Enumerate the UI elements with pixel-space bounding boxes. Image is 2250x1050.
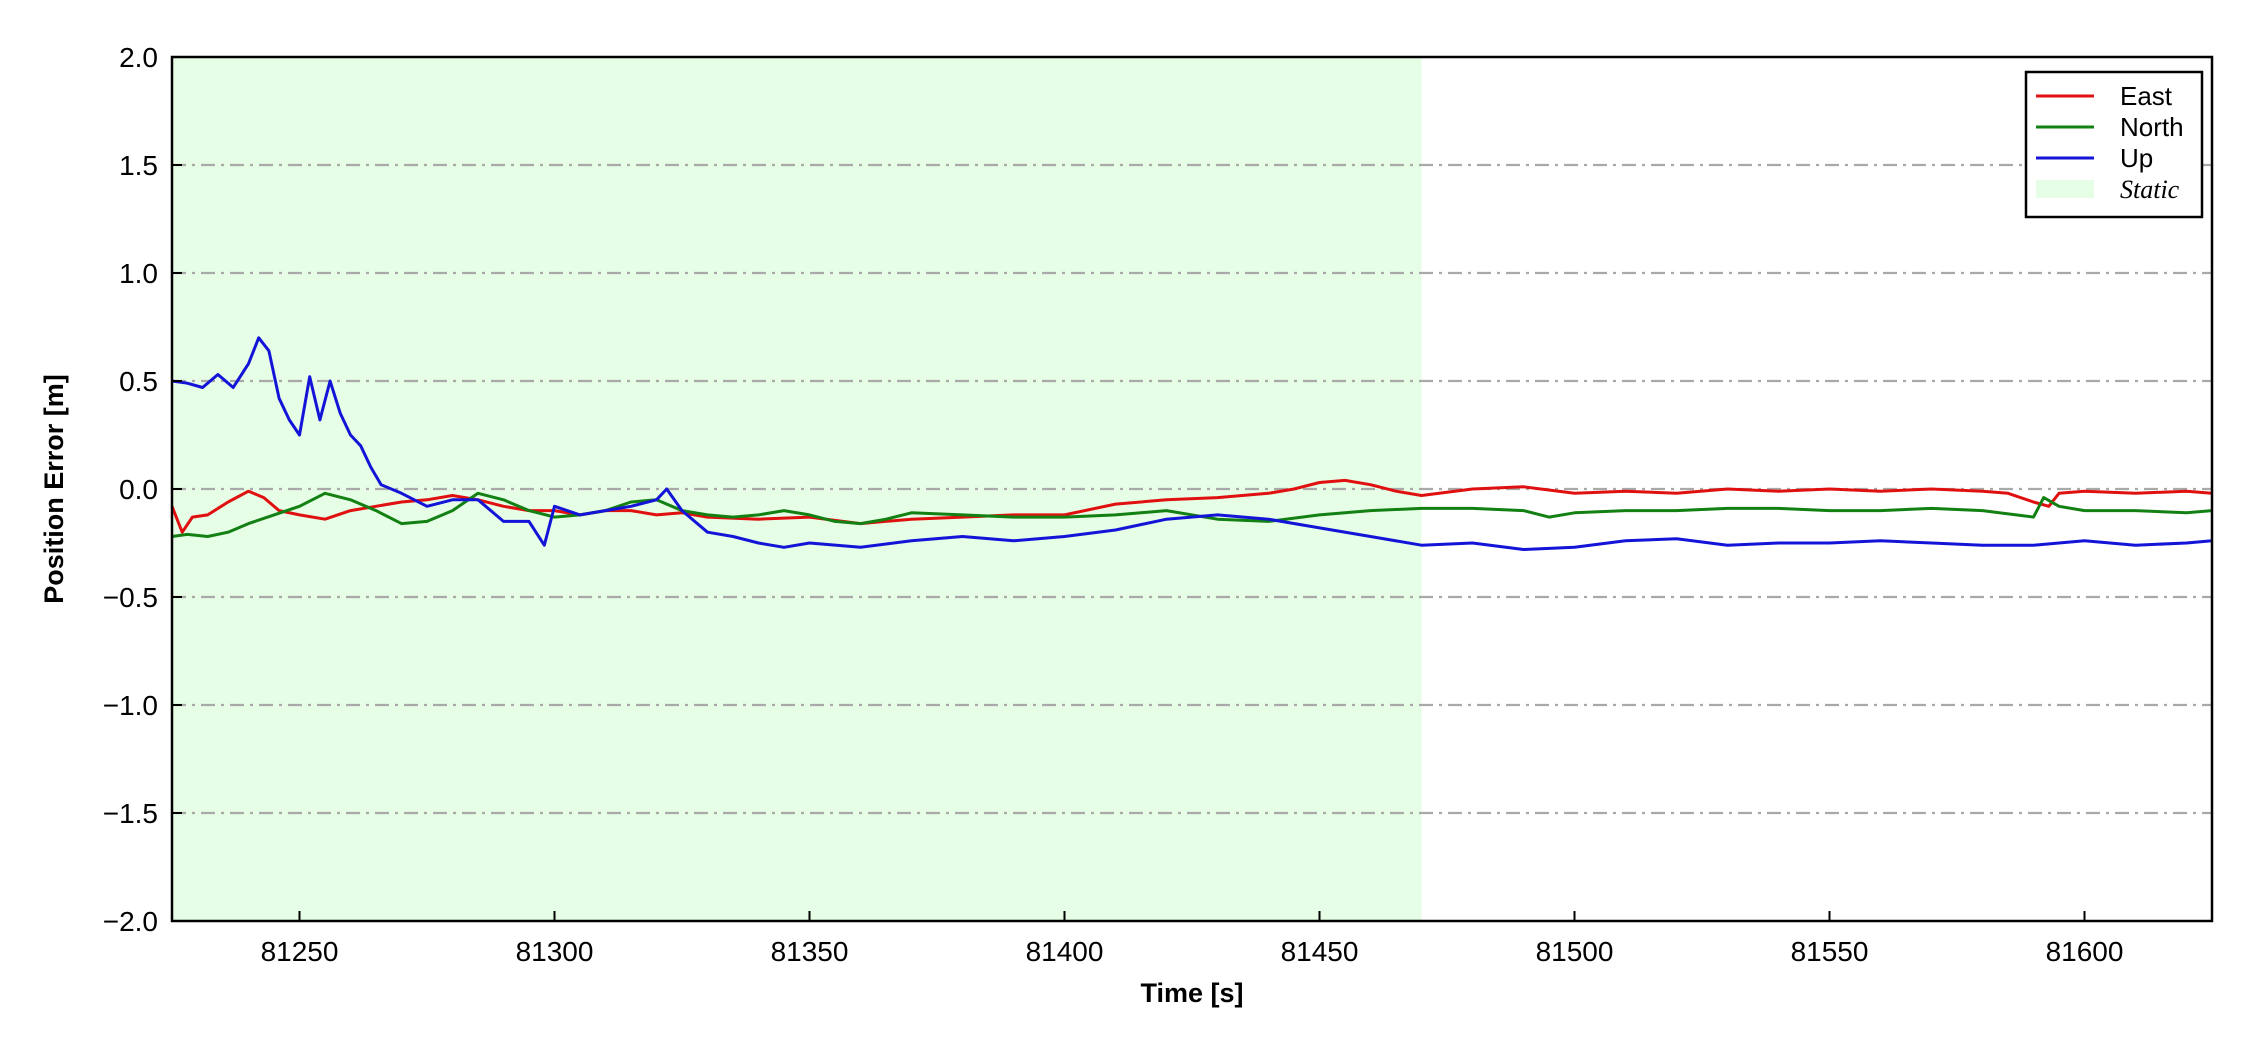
x-tick-label: 81250 bbox=[261, 936, 339, 967]
x-tick-label: 81400 bbox=[1026, 936, 1104, 967]
x-tick-label: 81600 bbox=[2046, 936, 2124, 967]
y-tick-label: 1.5 bbox=[119, 150, 158, 181]
y-tick-label: 0.5 bbox=[119, 366, 158, 397]
series-line-up bbox=[171, 336, 2213, 551]
y-tick-label: −0.5 bbox=[103, 582, 158, 613]
y-tick-label: 1.0 bbox=[119, 258, 158, 289]
y-tick-label: −1.5 bbox=[103, 798, 158, 829]
y-tick-label: −1.0 bbox=[103, 690, 158, 721]
legend-label-east: East bbox=[2120, 81, 2173, 111]
x-tick-label: 81450 bbox=[1281, 936, 1359, 967]
legend-label-north: North bbox=[2120, 112, 2184, 142]
legend-static-swatch bbox=[2036, 180, 2094, 198]
y-tick-label: 0.0 bbox=[119, 474, 158, 505]
y-tick-label: −2.0 bbox=[103, 906, 158, 937]
y-tick-label: 2.0 bbox=[119, 42, 158, 73]
x-axis-label: Time [s] bbox=[1140, 978, 1243, 1008]
y-axis-label: Position Error [m] bbox=[39, 374, 69, 604]
series-line-east bbox=[170, 478, 2213, 534]
x-tick-label: 81300 bbox=[516, 936, 594, 967]
x-tick-label: 81550 bbox=[1791, 936, 1869, 967]
x-tick-label: 81500 bbox=[1536, 936, 1614, 967]
series-line-north bbox=[171, 491, 2213, 538]
x-tick-label: 81350 bbox=[771, 936, 849, 967]
legend-label-up: Up bbox=[2120, 143, 2153, 173]
legend-label-static: Static bbox=[2120, 175, 2180, 204]
